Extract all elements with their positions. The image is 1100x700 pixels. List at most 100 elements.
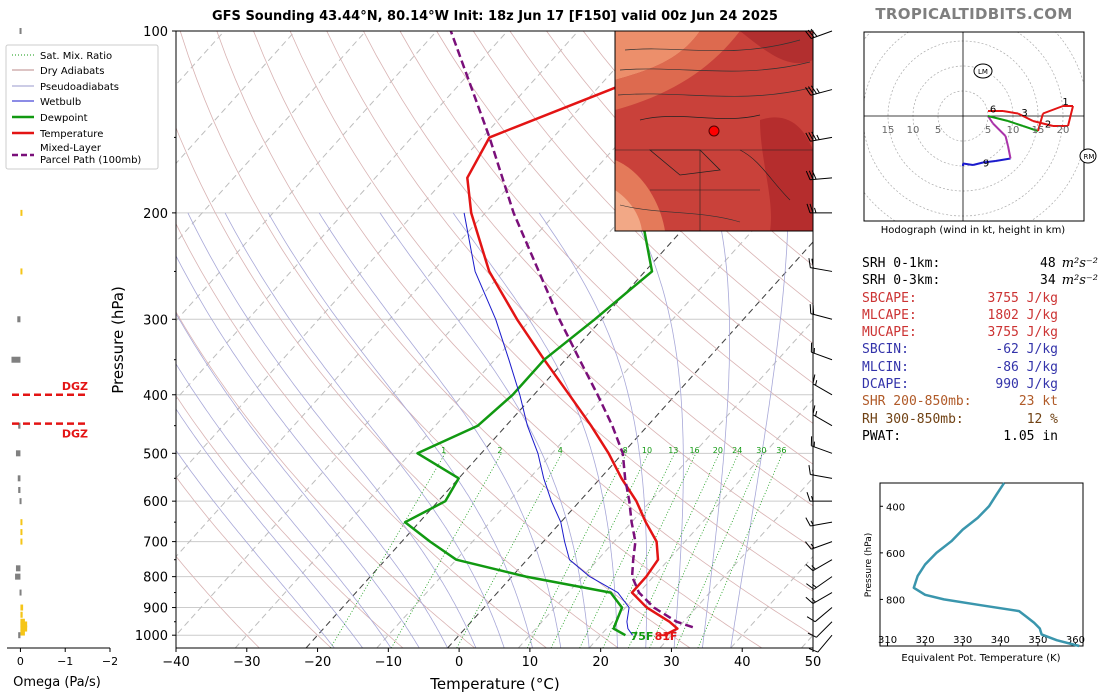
mixing-ratio-label: 13 (668, 446, 678, 455)
barb-half (812, 583, 817, 588)
omega-bars (11, 28, 28, 639)
omega-tick-label: −2 (102, 655, 118, 668)
barb-flag (808, 465, 811, 475)
hodo-ring-label: 10 (1007, 125, 1020, 136)
stat-row: MUCAPE: 3755 J/kg (862, 324, 1098, 341)
wind-barb (806, 576, 833, 590)
stat-row: DCAPE: 990 J/kg (862, 376, 1098, 393)
stat-number: -86 J/kg (995, 359, 1058, 375)
stat-label: DCAPE: (862, 377, 909, 393)
barb-staff (817, 634, 833, 653)
barb-flag (806, 491, 811, 502)
barb-flag (805, 517, 811, 527)
stat-label: SRH 0-1km: (862, 256, 941, 271)
barb-staff (811, 541, 833, 550)
legend-item-dry-adiabats: Dry Adiabats (40, 66, 104, 77)
barb-staff (813, 576, 833, 590)
dry-adiabat (436, 31, 813, 424)
barb-flag (806, 203, 811, 214)
barb-flag (808, 132, 814, 141)
theta-x-tick-label: 350 (1028, 635, 1047, 646)
x-tick-label: 50 (805, 655, 822, 670)
barb-staff (810, 313, 833, 320)
mixing-ratio-line (579, 453, 675, 648)
wind-barb (808, 465, 833, 479)
stat-value: 990 J/kg (995, 376, 1098, 393)
barb-staff (814, 607, 833, 623)
barb-flag (805, 30, 812, 39)
barb-staff (812, 592, 833, 604)
barb-staff (816, 621, 833, 638)
y-tick-label: 100 (143, 25, 168, 40)
barb-half (814, 207, 817, 214)
theta-x-tick-label: 340 (991, 635, 1010, 646)
barb-staff (810, 474, 833, 479)
omega-bar (11, 356, 21, 363)
hodo-ring-label: 10 (907, 125, 920, 136)
mixing-ratio-label: 2 (497, 446, 502, 455)
omega-bar (20, 538, 23, 545)
stat-number: 1.05 in (1003, 428, 1058, 444)
legend-parcel-line: Parcel Path (100mb) (40, 155, 141, 166)
barb-half (810, 543, 815, 549)
stat-row: RH 300-850mb: 12 % (862, 411, 1098, 428)
barb-staff (810, 521, 833, 527)
hodo-ring-label: 15 (1032, 125, 1045, 136)
barb-flag (805, 170, 811, 180)
x-tick-label: 10 (522, 655, 539, 670)
isotherm (176, 31, 367, 243)
stat-value: 3755 J/kg (988, 290, 1098, 307)
mixing-ratio-line (697, 453, 783, 648)
barb-staff (812, 414, 833, 427)
stat-label: SRH 0-3km: (862, 273, 941, 289)
omega-panel: 0 −1 −2 Omega (Pa/s) DGZ DGZ (7, 28, 118, 690)
omega-xlabel: Omega (Pa/s) (13, 675, 101, 690)
y-tick-label: 900 (143, 602, 168, 617)
brand-logo: TROPICALTIDBITS.COM (875, 5, 1073, 23)
pseudo-adiabat (224, 212, 505, 648)
omega-bar (15, 450, 21, 457)
hodo-height-label: 6 (990, 105, 996, 116)
theta-x-tick-label: 310 (878, 635, 897, 646)
mixing-ratio-label: 24 (732, 446, 742, 455)
dry-adiabat (546, 31, 813, 305)
stat-number: 34 (1040, 273, 1056, 289)
barb-flag (806, 616, 816, 623)
omega-bar (20, 629, 25, 636)
pseudo-adiabat (379, 212, 590, 648)
wind-barb (805, 541, 833, 550)
pseudo-adiabat (176, 312, 420, 648)
barb-flag (805, 596, 814, 604)
barb-staff (811, 351, 833, 361)
hodo-segment (1007, 120, 1024, 127)
barb-flag (811, 170, 817, 180)
x-tick-label: −40 (162, 655, 189, 670)
x-tick-label: 20 (592, 655, 609, 670)
hodo-height-label: 1 (1062, 97, 1068, 108)
theta-e-line (912, 482, 1080, 648)
barb-flag (805, 541, 812, 550)
pseudo-adiabat (538, 212, 648, 648)
mixing-ratio-label: 8 (623, 446, 628, 455)
hodo-segment (987, 115, 1009, 122)
wind-barb (807, 621, 833, 638)
barb-flag (812, 304, 815, 315)
hodograph-labels: 15 10 5 5 10 15 20 1 2 3 6 9 LM RM (882, 63, 1097, 170)
hodograph-panel: 15 10 5 5 10 15 20 1 2 3 6 9 LM RM Hodograph (wind in… (863, 31, 1097, 236)
dry-adiabat (179, 31, 691, 648)
barb-flag (807, 29, 815, 38)
mixing-ratio-labels: 1 2 4 8 10 13 16 20 24 30 36 (441, 446, 786, 455)
pseudo-adiabat (176, 255, 448, 648)
legend-item-wetbulb: Wetbulb (40, 97, 81, 108)
wind-barb (812, 374, 833, 396)
omega-bar (19, 589, 22, 596)
stat-number: 3755 J/kg (987, 325, 1058, 341)
isotherm-zero (447, 241, 813, 648)
barb-flag (808, 258, 811, 268)
barb-half (812, 469, 814, 476)
mixing-ratio-label: 16 (689, 446, 699, 455)
legend-parcel-line: Mixed-Layer (40, 143, 102, 154)
storm-motion-rm-marker (1079, 148, 1097, 164)
mixing-ratio-label: 36 (776, 446, 786, 455)
hodo-height-label: 3 (1021, 108, 1027, 119)
